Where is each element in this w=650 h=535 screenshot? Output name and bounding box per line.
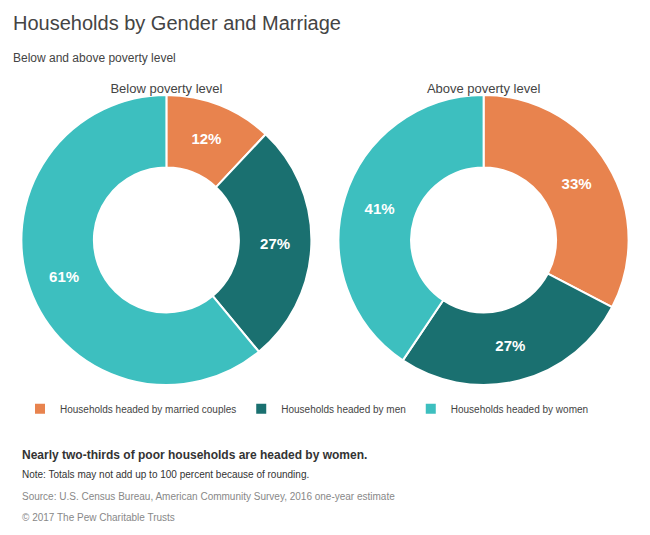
svg-text:Households by Gender and Marri: Households by Gender and Marriage [13,12,341,34]
svg-text:27%: 27% [495,337,525,354]
svg-text:Note: Totals may not add up to: Note: Totals may not add up to 100 perce… [22,469,309,480]
svg-text:Households headed by women: Households headed by women [451,404,588,415]
svg-text:Above poverty level: Above poverty level [427,81,541,96]
svg-text:Below poverty level: Below poverty level [110,81,222,96]
svg-text:41%: 41% [365,200,395,217]
svg-text:Households headed by married c: Households headed by married couples [60,404,236,415]
svg-text:12%: 12% [191,130,221,147]
svg-text:Below and above poverty level: Below and above poverty level [13,51,176,65]
svg-text:61%: 61% [49,268,79,285]
svg-text:Households headed by men: Households headed by men [281,404,406,415]
svg-text:Nearly two-thirds of poor hous: Nearly two-thirds of poor households are… [22,448,367,462]
svg-text:Source: U.S. Census Bureau, Am: Source: U.S. Census Bureau, American Com… [22,491,395,502]
svg-text:27%: 27% [260,235,290,252]
svg-text:© 2017 The Pew Charitable Trus: © 2017 The Pew Charitable Trusts [22,512,175,523]
svg-text:33%: 33% [562,175,592,192]
